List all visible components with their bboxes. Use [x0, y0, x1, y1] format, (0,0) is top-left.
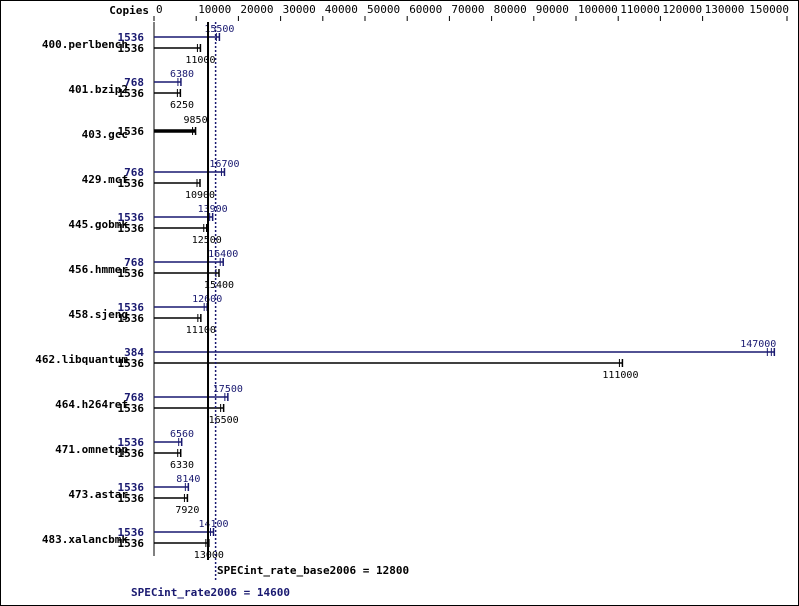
- benchmark-label: 458.sjeng: [68, 308, 128, 321]
- peak-copies-label: 768: [124, 76, 144, 89]
- base-value-label: 15400: [204, 280, 234, 291]
- x-tick-label: 130000: [705, 3, 745, 16]
- benchmark-label: 456.hmmer: [68, 263, 128, 276]
- base-copies-label: 1536: [118, 87, 145, 100]
- benchmark-label: 462.libquantum: [35, 353, 128, 366]
- axis-label: Copies: [109, 4, 149, 17]
- benchmark-label: 400.perlbench: [42, 38, 128, 51]
- peak-value-label: 6560: [170, 429, 194, 440]
- base-copies-label: 1536: [118, 357, 145, 370]
- x-tick-label: 30000: [283, 3, 316, 16]
- x-tick-label: 150000: [749, 3, 789, 16]
- x-tick-label: 40000: [325, 3, 358, 16]
- benchmark-label: 401.bzip2: [68, 83, 128, 96]
- peak-copies-label: 768: [124, 391, 144, 404]
- benchmark-label: 483.xalancbmk: [42, 533, 128, 546]
- base-copies-label: 1536: [118, 42, 145, 55]
- peak-copies-label: 768: [124, 256, 144, 269]
- x-tick-label: 10000: [198, 3, 231, 16]
- peak-copies-label: 1536: [118, 481, 145, 494]
- base-copies-label: 1536: [118, 312, 145, 325]
- peak-overall-label: SPECint_rate2006 = 14600: [131, 586, 290, 599]
- base-value-label: 16500: [209, 415, 239, 426]
- x-tick-label: 70000: [451, 3, 484, 16]
- base-value-label: 11000: [185, 55, 215, 66]
- x-tick-label: 110000: [620, 3, 660, 16]
- x-tick-label: 90000: [536, 3, 569, 16]
- base-value-label: 10900: [185, 190, 215, 201]
- peak-copies-label: 768: [124, 166, 144, 179]
- peak-value-label: 8140: [176, 474, 200, 485]
- base-copies-label: 1536: [118, 125, 145, 138]
- x-tick-label: 50000: [367, 3, 400, 16]
- base-copies-label: 1536: [118, 222, 145, 235]
- base-value-label: 11100: [186, 325, 216, 336]
- peak-value-label: 16400: [208, 249, 238, 260]
- base-value-label: 7920: [175, 505, 199, 516]
- peak-copies-label: 384: [124, 346, 144, 359]
- base-value-label: 12500: [192, 235, 222, 246]
- base-copies-label: 1536: [118, 402, 145, 415]
- peak-value-label: 15500: [204, 24, 234, 35]
- x-tick-label: 20000: [240, 3, 273, 16]
- x-tick-label: 120000: [662, 3, 702, 16]
- x-tick-label: 80000: [494, 3, 527, 16]
- benchmark-label: 445.gobmk: [68, 218, 128, 231]
- peak-copies-label: 1536: [118, 436, 145, 449]
- base-overall-label: SPECint_rate_base2006 = 12800: [217, 564, 409, 577]
- peak-value-label: 16700: [209, 159, 239, 170]
- base-copies-label: 1536: [118, 492, 145, 505]
- peak-value-label: 14100: [198, 519, 228, 530]
- base-value-label: 6250: [170, 100, 194, 111]
- peak-copies-label: 1536: [118, 211, 145, 224]
- base-value-label: 111000: [602, 370, 638, 381]
- base-value-label: 6330: [170, 460, 194, 471]
- peak-copies-label: 1536: [118, 31, 145, 44]
- benchmark-label: 403.gcc: [82, 128, 128, 141]
- base-copies-label: 1536: [118, 177, 145, 190]
- x-tick-label: 60000: [409, 3, 442, 16]
- benchmark-label: 464.h264ref: [55, 398, 128, 411]
- base-copies-label: 1536: [118, 447, 145, 460]
- peak-value-label: 13900: [198, 204, 228, 215]
- peak-copies-label: 1536: [118, 526, 145, 539]
- benchmark-label: 471.omnetpp: [55, 443, 128, 456]
- peak-value-label: 6380: [170, 69, 194, 80]
- peak-copies-label: 1536: [118, 301, 145, 314]
- benchmark-label: 429.mcf: [82, 173, 128, 186]
- peak-value-label: 17500: [213, 384, 243, 395]
- peak-value-label: 147000: [740, 339, 776, 350]
- base-value-label: 9850: [184, 115, 208, 126]
- x-tick-label: 100000: [578, 3, 618, 16]
- x-tick-label: 0: [156, 3, 163, 16]
- benchmark-label: 473.astar: [68, 488, 128, 501]
- base-copies-label: 1536: [118, 537, 145, 550]
- base-copies-label: 1536: [118, 267, 145, 280]
